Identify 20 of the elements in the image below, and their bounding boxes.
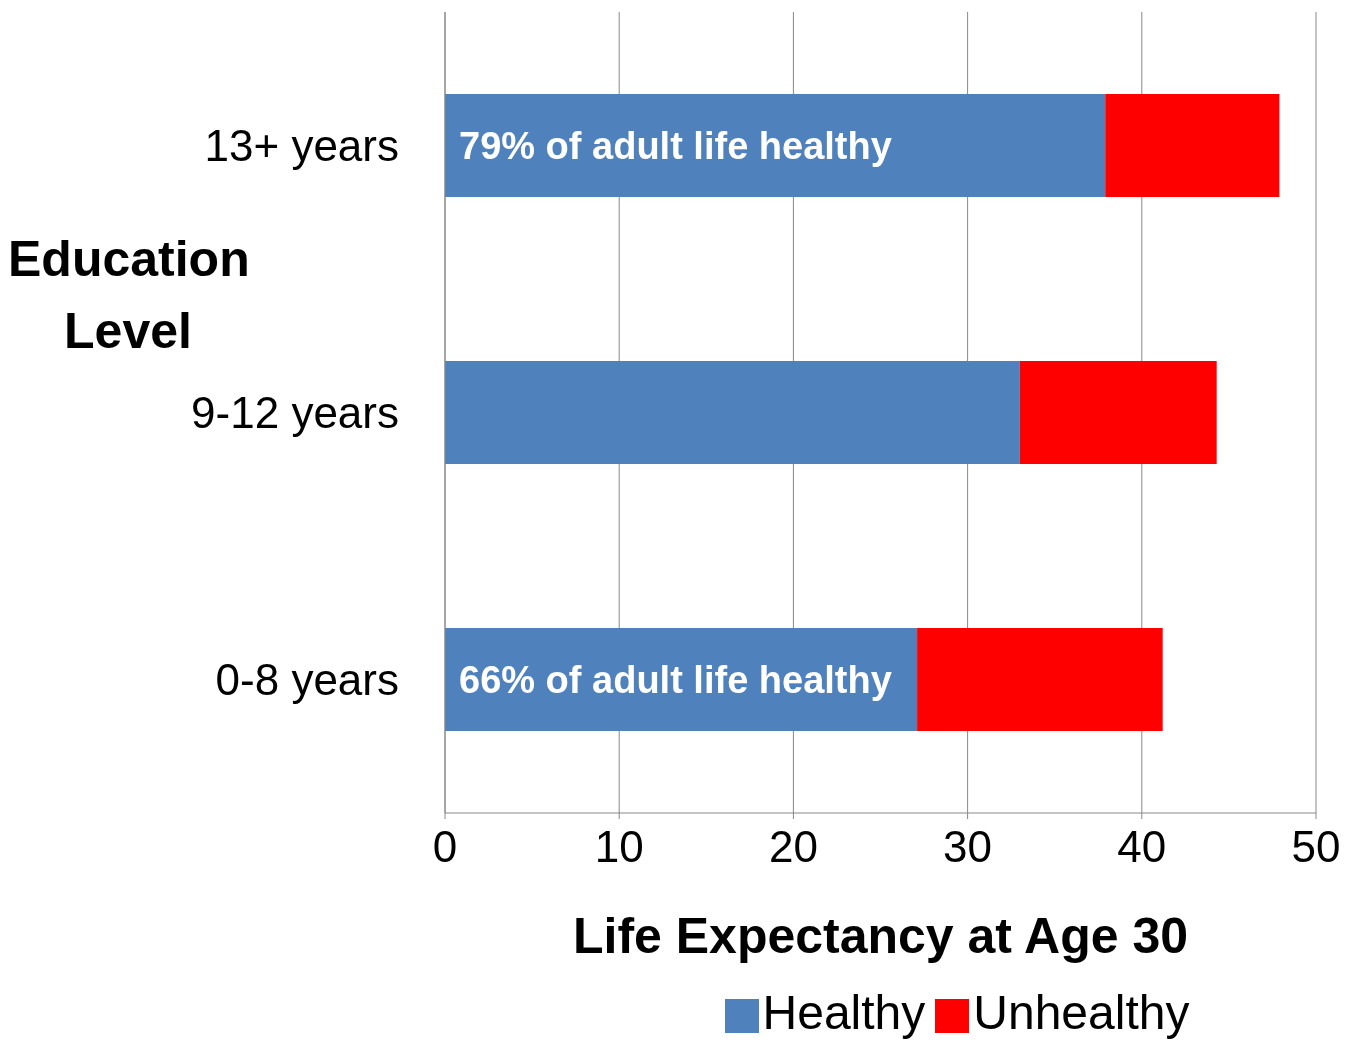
y-tick-label: 9-12 years bbox=[191, 388, 399, 438]
x-tick-label: 10 bbox=[594, 822, 644, 872]
x-tick-label: 20 bbox=[768, 822, 818, 872]
bar bbox=[917, 628, 1163, 731]
x-tick-label: 40 bbox=[1117, 822, 1167, 872]
annotation: 79% of adult life healthy bbox=[459, 124, 892, 167]
annotation: 66% of adult life healthy bbox=[459, 658, 892, 701]
legend-label: Healthy bbox=[762, 986, 926, 1039]
x-tick-label: 30 bbox=[943, 822, 993, 872]
y-axis-title: Education Level bbox=[8, 230, 250, 361]
bar bbox=[1019, 361, 1217, 464]
legend-label: Unhealthy bbox=[973, 986, 1190, 1039]
bar bbox=[445, 94, 1106, 197]
x-tick-label: 50 bbox=[1291, 822, 1341, 872]
y-tick-label: 13+ years bbox=[204, 121, 399, 171]
bar bbox=[1105, 94, 1280, 197]
y-tick-label: 0-8 years bbox=[215, 655, 399, 705]
bar bbox=[445, 361, 1020, 464]
x-axis-title: Life Expectancy at Age 30 bbox=[572, 908, 1189, 964]
x-tick-label: 0 bbox=[432, 822, 458, 872]
